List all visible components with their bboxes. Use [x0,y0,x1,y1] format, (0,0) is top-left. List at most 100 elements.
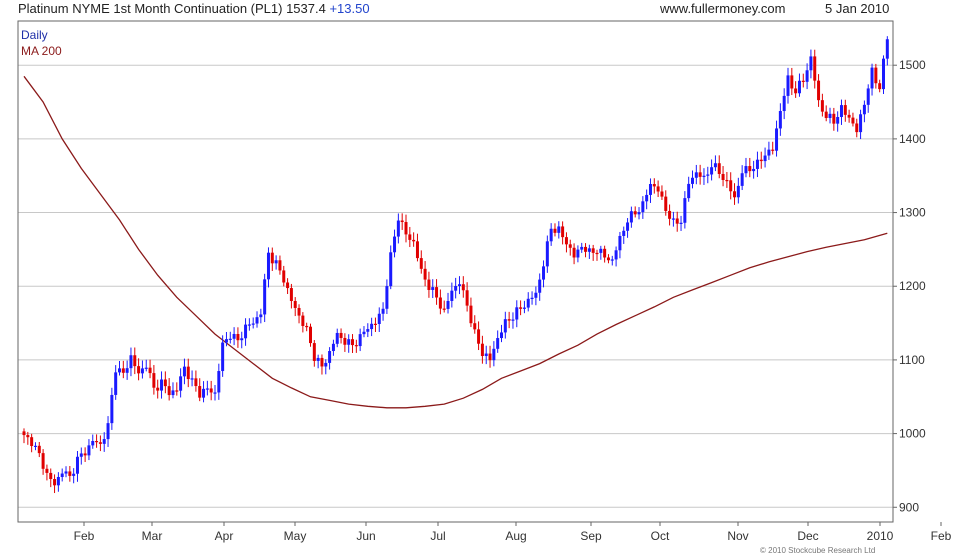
candle [408,226,412,248]
candle-body [205,388,209,390]
candle-body [503,319,507,333]
candle-body [519,307,523,309]
candle-body [500,332,503,339]
candle [530,291,534,305]
candle-body [110,394,114,424]
candle-body [492,348,496,361]
x-tick-label: Jul [430,529,445,543]
candle [622,226,626,244]
y-tick-label: 1000 [899,427,926,441]
candle-body [469,305,473,324]
candle-body [22,431,26,436]
candle [843,99,847,122]
candle-body [156,387,160,391]
candle [469,297,473,328]
candle [431,279,435,299]
candle-body [748,166,752,172]
candle [56,472,60,492]
candle [847,109,851,123]
x-tick-label: Feb [74,529,95,543]
candle [194,370,198,392]
candle-body [629,211,633,223]
candle [564,232,568,253]
candle [53,474,57,494]
candle [656,180,660,198]
candle [874,63,878,89]
candle [786,67,790,104]
candle-body [656,186,660,192]
candle-body [488,353,492,361]
x-tick-label: Feb [931,529,952,543]
candle [687,176,691,202]
candle [255,311,259,328]
candle [106,416,110,447]
candles [22,36,889,494]
candle-body [572,247,576,258]
candle [221,335,225,377]
candle [778,103,782,136]
candle [855,118,859,138]
candle [91,434,95,449]
candle-body [114,372,118,395]
candle [79,447,83,465]
candle-body [102,439,106,444]
candle-body [660,191,664,197]
candle [102,432,106,452]
candle [549,223,553,246]
candle-body [163,379,167,387]
candle [691,170,694,189]
candle [263,273,267,323]
candle [232,327,236,346]
candle [381,302,385,321]
candle [500,324,503,343]
candle [148,359,152,379]
candle-body [698,172,702,177]
candle-body [824,111,828,118]
candle [637,207,641,220]
candle [171,382,175,399]
candle-body [415,241,419,259]
candle-body [859,114,863,133]
candle-body [610,259,614,261]
candle [457,276,461,295]
x-tick-label: Oct [651,529,670,543]
candle-body [446,300,450,309]
candle-body [652,184,656,187]
candle [274,255,278,270]
candle-body [584,246,588,252]
candle [167,378,171,401]
candle-body [419,258,423,269]
candle-body [576,249,580,258]
candle [538,273,542,301]
candle [293,297,297,317]
candle [614,246,618,267]
candle [851,112,855,127]
candle [480,335,484,364]
title-text: Platinum NYME 1st Month Continuation (PL… [18,1,326,16]
candle-body [278,260,282,271]
candle [182,358,186,385]
candle [217,363,221,400]
candle-body [870,67,874,89]
candle-body [194,378,198,387]
candle-body [41,453,45,469]
candle [373,317,377,332]
candle [740,165,744,191]
candle [522,300,526,314]
y-tick-label: 1400 [899,132,926,146]
candle [633,206,637,218]
candle [576,245,580,263]
candle [270,247,274,271]
candle [526,292,530,312]
candle [343,333,347,352]
candle-body [324,362,328,367]
candle-body [270,252,274,264]
candle-body [373,323,377,325]
candle [389,245,393,290]
candle-body [599,248,603,253]
y-tick-label: 900 [899,500,919,514]
candle-body [79,453,83,457]
candle [366,323,370,338]
candle [335,328,339,348]
candle [866,84,870,113]
